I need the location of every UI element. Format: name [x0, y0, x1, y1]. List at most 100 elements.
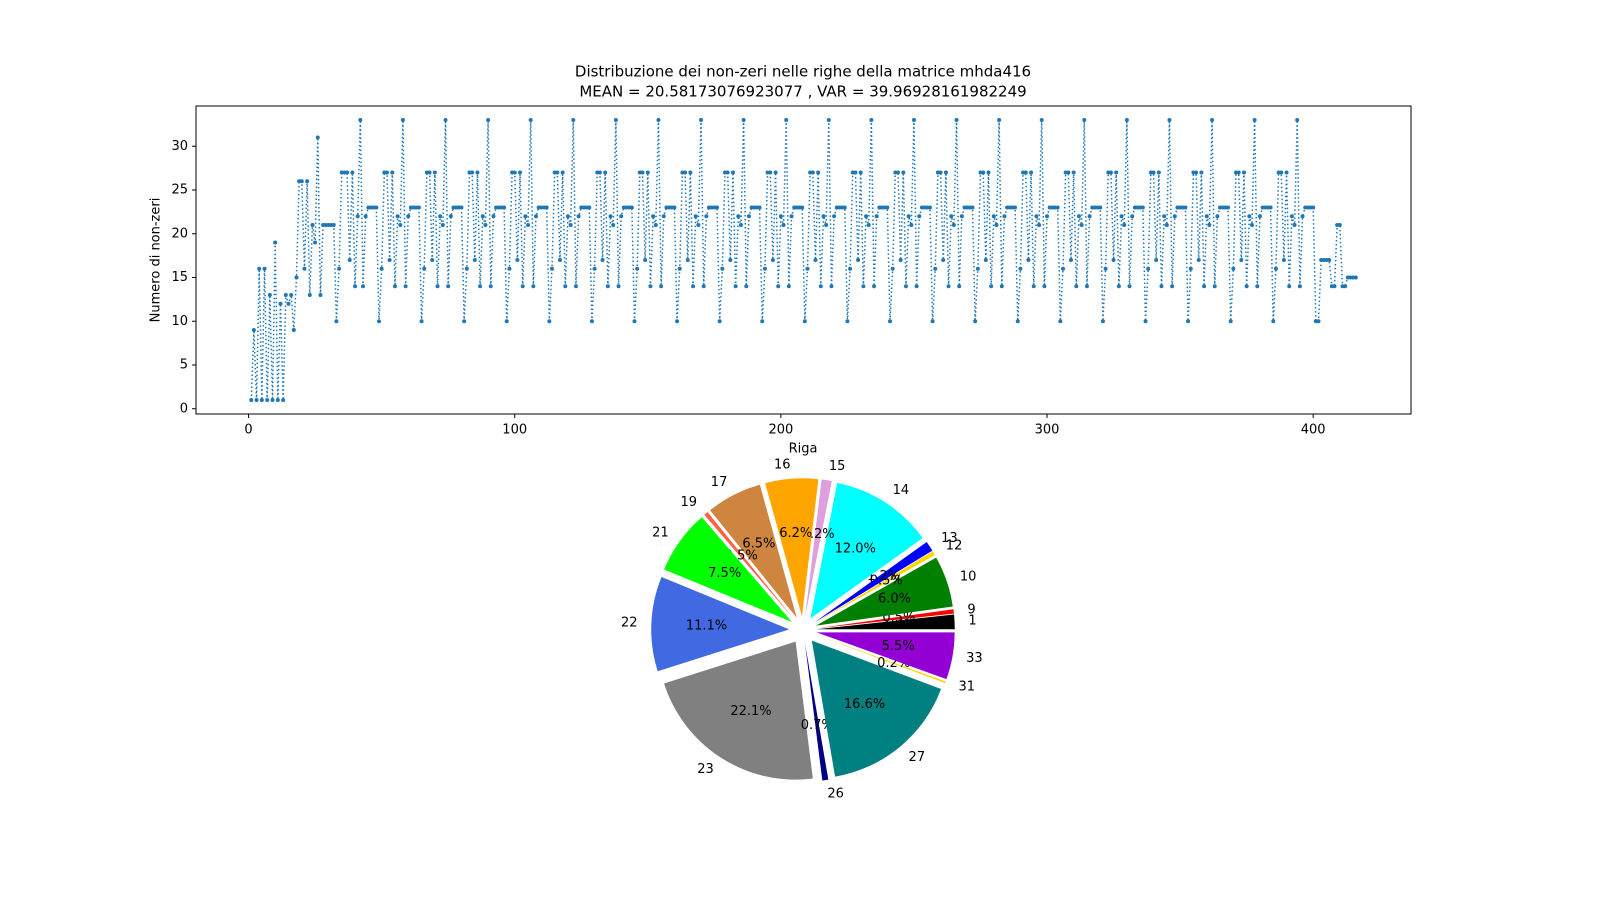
data-point — [278, 301, 283, 306]
data-point — [994, 223, 999, 227]
pie-slice — [811, 640, 942, 777]
data-point — [821, 214, 826, 219]
data-point — [313, 240, 318, 245]
data-point — [704, 214, 709, 219]
data-point — [1231, 266, 1236, 271]
data-point — [1042, 284, 1047, 289]
data-point — [589, 319, 594, 324]
data-point — [933, 266, 938, 271]
data-point — [997, 118, 1002, 122]
data-point — [1055, 205, 1060, 210]
data-point — [507, 266, 512, 271]
data-point — [733, 284, 738, 289]
data-point — [813, 258, 818, 262]
data-point — [571, 118, 576, 122]
data-point — [1170, 284, 1175, 289]
data-point — [1164, 223, 1169, 227]
data-point — [305, 179, 310, 184]
pie-percent: 6.5% — [742, 537, 775, 552]
data-point — [273, 240, 278, 245]
data-point — [816, 170, 821, 175]
data-point — [1084, 284, 1089, 289]
data-point — [1015, 319, 1020, 324]
data-point — [938, 170, 943, 175]
data-point — [781, 223, 786, 227]
data-point — [555, 170, 560, 175]
pie-slice — [810, 483, 923, 619]
data-point — [789, 214, 794, 219]
data-point — [400, 118, 405, 122]
data-point — [345, 170, 350, 175]
pie-percent: 1.2% — [867, 569, 900, 584]
data-point — [1071, 170, 1076, 175]
data-point — [1114, 170, 1119, 175]
data-point — [1273, 266, 1278, 271]
data-point — [885, 205, 890, 210]
data-point — [403, 284, 408, 289]
data-point — [395, 214, 400, 219]
data-point — [989, 284, 994, 289]
data-point — [927, 205, 932, 210]
data-point — [714, 205, 719, 210]
data-point — [757, 205, 762, 210]
data-point — [337, 266, 342, 271]
data-point — [483, 223, 488, 227]
data-point — [376, 319, 381, 324]
data-point — [262, 266, 267, 271]
data-point — [1108, 170, 1113, 175]
pie-slice — [664, 517, 792, 622]
data-point — [829, 284, 834, 289]
pie-percent: 6.0% — [878, 591, 911, 606]
data-point — [986, 170, 991, 175]
data-point — [427, 170, 432, 175]
data-point — [294, 275, 299, 280]
data-point — [1244, 284, 1249, 289]
data-point — [265, 398, 270, 402]
data-point — [717, 319, 722, 324]
data-point — [515, 258, 520, 262]
data-point — [1257, 214, 1262, 219]
pie-label: 14 — [893, 483, 910, 498]
pie-label: 10 — [960, 569, 977, 584]
chart-subtitle: MEAN = 20.58173076923077 , VAR = 39.9692… — [579, 83, 1026, 101]
data-point — [981, 170, 986, 175]
data-point — [531, 284, 536, 289]
pie-percent: 7.5% — [708, 566, 741, 581]
data-point — [973, 319, 978, 324]
data-point — [1156, 170, 1161, 175]
data-point — [1252, 118, 1257, 122]
data-point — [1037, 223, 1042, 227]
data-point — [629, 205, 634, 210]
data-line — [250, 119, 1356, 401]
data-point — [275, 398, 280, 402]
pie-label: 12 — [946, 539, 963, 554]
data-point — [462, 319, 467, 324]
pie-slice — [816, 609, 954, 629]
data-point — [504, 319, 509, 324]
pie-label: 16 — [774, 457, 791, 472]
data-point — [611, 223, 616, 227]
data-point — [903, 284, 908, 289]
data-point — [1100, 319, 1105, 324]
data-point — [619, 214, 624, 219]
data-point — [911, 118, 916, 122]
pie-label: 9 — [967, 602, 975, 617]
pie-slice — [816, 557, 953, 626]
data-point — [696, 223, 701, 227]
data-point — [648, 284, 653, 289]
data-point — [502, 205, 507, 210]
data-point — [1167, 118, 1172, 122]
data-point — [353, 284, 358, 289]
data-point — [738, 223, 743, 227]
data-point — [1284, 170, 1289, 175]
data-point — [1023, 170, 1028, 175]
data-point — [730, 170, 735, 175]
pie-slice — [815, 634, 946, 684]
data-point — [1249, 223, 1254, 227]
data-point — [1172, 214, 1177, 219]
data-point — [334, 319, 339, 324]
data-point — [818, 284, 823, 289]
data-point — [858, 170, 863, 175]
data-point — [1130, 214, 1135, 219]
